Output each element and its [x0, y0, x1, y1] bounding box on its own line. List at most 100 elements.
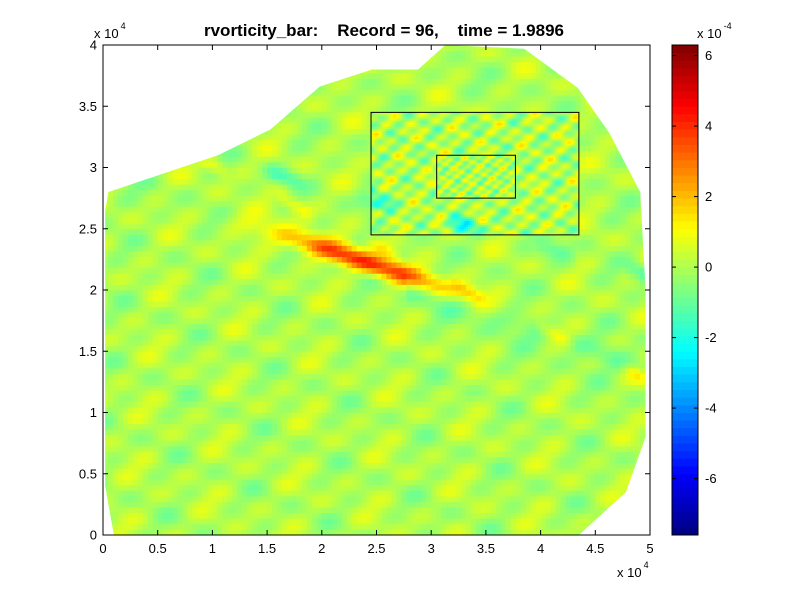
heatmap-cell	[341, 390, 348, 397]
heatmap-cell	[227, 512, 233, 519]
heatmap-cell	[202, 496, 208, 502]
heatmap-cell	[105, 234, 109, 241]
heatmap-cell	[105, 301, 109, 308]
heatmap-cell	[122, 239, 129, 246]
heatmap-cell	[267, 384, 273, 391]
heatmap-cell	[286, 412, 293, 419]
heatmap-cell	[137, 256, 144, 263]
heatmap-cell	[381, 317, 387, 324]
heatmap-cell	[217, 462, 223, 469]
heatmap-cell	[267, 278, 273, 285]
heatmap-cell	[376, 267, 382, 274]
heatmap-cell	[272, 290, 278, 296]
heatmap-cell	[262, 195, 268, 202]
heatmap-cell	[277, 468, 283, 475]
heatmap-cell	[232, 278, 238, 285]
heatmap-cell	[247, 139, 253, 146]
heatmap-cell	[286, 484, 293, 491]
heatmap-cell	[107, 395, 114, 402]
heatmap-cell	[277, 362, 283, 369]
heatmap-cell	[192, 401, 198, 408]
heatmap-cell	[346, 457, 353, 464]
heatmap-cell	[286, 128, 293, 135]
heatmap-cell	[366, 306, 372, 313]
heatmap-cell	[237, 262, 243, 269]
heatmap-cell	[112, 501, 119, 508]
heatmap-cell	[197, 412, 203, 419]
heatmap-cell	[127, 445, 134, 452]
heatmap-cell	[187, 490, 193, 497]
heatmap-cell	[147, 434, 154, 441]
heatmap-cell	[152, 440, 159, 447]
heatmap-cell	[282, 462, 288, 469]
heatmap-cell	[296, 468, 303, 475]
heatmap-cell	[242, 273, 248, 280]
heatmap-cell	[291, 523, 298, 530]
heatmap-cell	[356, 228, 362, 235]
heatmap-cell	[306, 518, 313, 525]
heatmap-cell	[376, 507, 382, 514]
heatmap-cell	[366, 134, 372, 141]
heatmap-cell	[381, 395, 387, 402]
heatmap-cell	[326, 312, 333, 319]
heatmap-cell	[316, 312, 323, 319]
heatmap-cell	[252, 323, 258, 330]
heatmap-cell	[162, 212, 169, 219]
heatmap-cell	[122, 445, 129, 452]
heatmap-cell	[187, 507, 193, 514]
heatmap-cell	[366, 434, 372, 441]
heatmap-cell	[162, 529, 169, 535]
heatmap-cell	[242, 234, 248, 241]
heatmap-cell	[122, 256, 129, 263]
heatmap-cell	[277, 262, 283, 269]
heatmap-cell	[286, 161, 293, 168]
heatmap-cell	[341, 462, 348, 469]
heatmap-cell	[306, 462, 313, 469]
heatmap-cell	[371, 395, 377, 402]
heatmap-cell	[267, 340, 273, 347]
heatmap-cell	[291, 317, 298, 324]
heatmap-cell	[282, 167, 288, 174]
heatmap-cell	[137, 395, 144, 402]
heatmap-cell	[381, 451, 387, 458]
heatmap-cell	[192, 518, 198, 525]
heatmap-cell	[326, 122, 333, 129]
heatmap-cell	[217, 412, 223, 419]
heatmap-cell	[152, 362, 159, 369]
heatmap-cell	[152, 406, 159, 413]
heatmap-cell	[376, 479, 382, 486]
heatmap-cell	[311, 423, 318, 430]
heatmap-cell	[252, 457, 258, 464]
heatmap-cell	[336, 95, 343, 102]
heatmap-cell	[222, 228, 228, 235]
heatmap-cell	[222, 412, 228, 419]
heatmap-cell	[157, 184, 164, 191]
heatmap-cell	[262, 312, 268, 319]
heatmap-cell	[346, 122, 353, 129]
heatmap-cell	[267, 167, 273, 174]
heatmap-cell	[105, 256, 109, 263]
heatmap-cell	[341, 334, 348, 341]
heatmap-cell	[291, 161, 298, 168]
heatmap-cell	[197, 496, 203, 502]
heatmap-cell	[157, 401, 164, 408]
heatmap-cell	[336, 462, 343, 469]
heatmap-cell	[112, 496, 119, 502]
heatmap-cell	[381, 245, 387, 252]
heatmap-cell	[257, 406, 263, 413]
heatmap-cell	[336, 434, 343, 441]
heatmap-cell	[197, 323, 203, 330]
heatmap-cell	[326, 451, 333, 458]
heatmap-cell	[262, 239, 268, 246]
heatmap-cell	[162, 401, 169, 408]
heatmap-cell	[252, 200, 258, 207]
heatmap-cell	[331, 501, 338, 508]
heatmap-cell	[157, 473, 164, 480]
heatmap-cell	[286, 373, 293, 380]
heatmap-cell	[132, 490, 139, 497]
heatmap-cell	[376, 317, 382, 324]
heatmap-cell	[182, 328, 188, 335]
heatmap-cell	[222, 284, 228, 291]
heatmap-cell	[247, 228, 253, 235]
heatmap-cell	[167, 418, 174, 425]
